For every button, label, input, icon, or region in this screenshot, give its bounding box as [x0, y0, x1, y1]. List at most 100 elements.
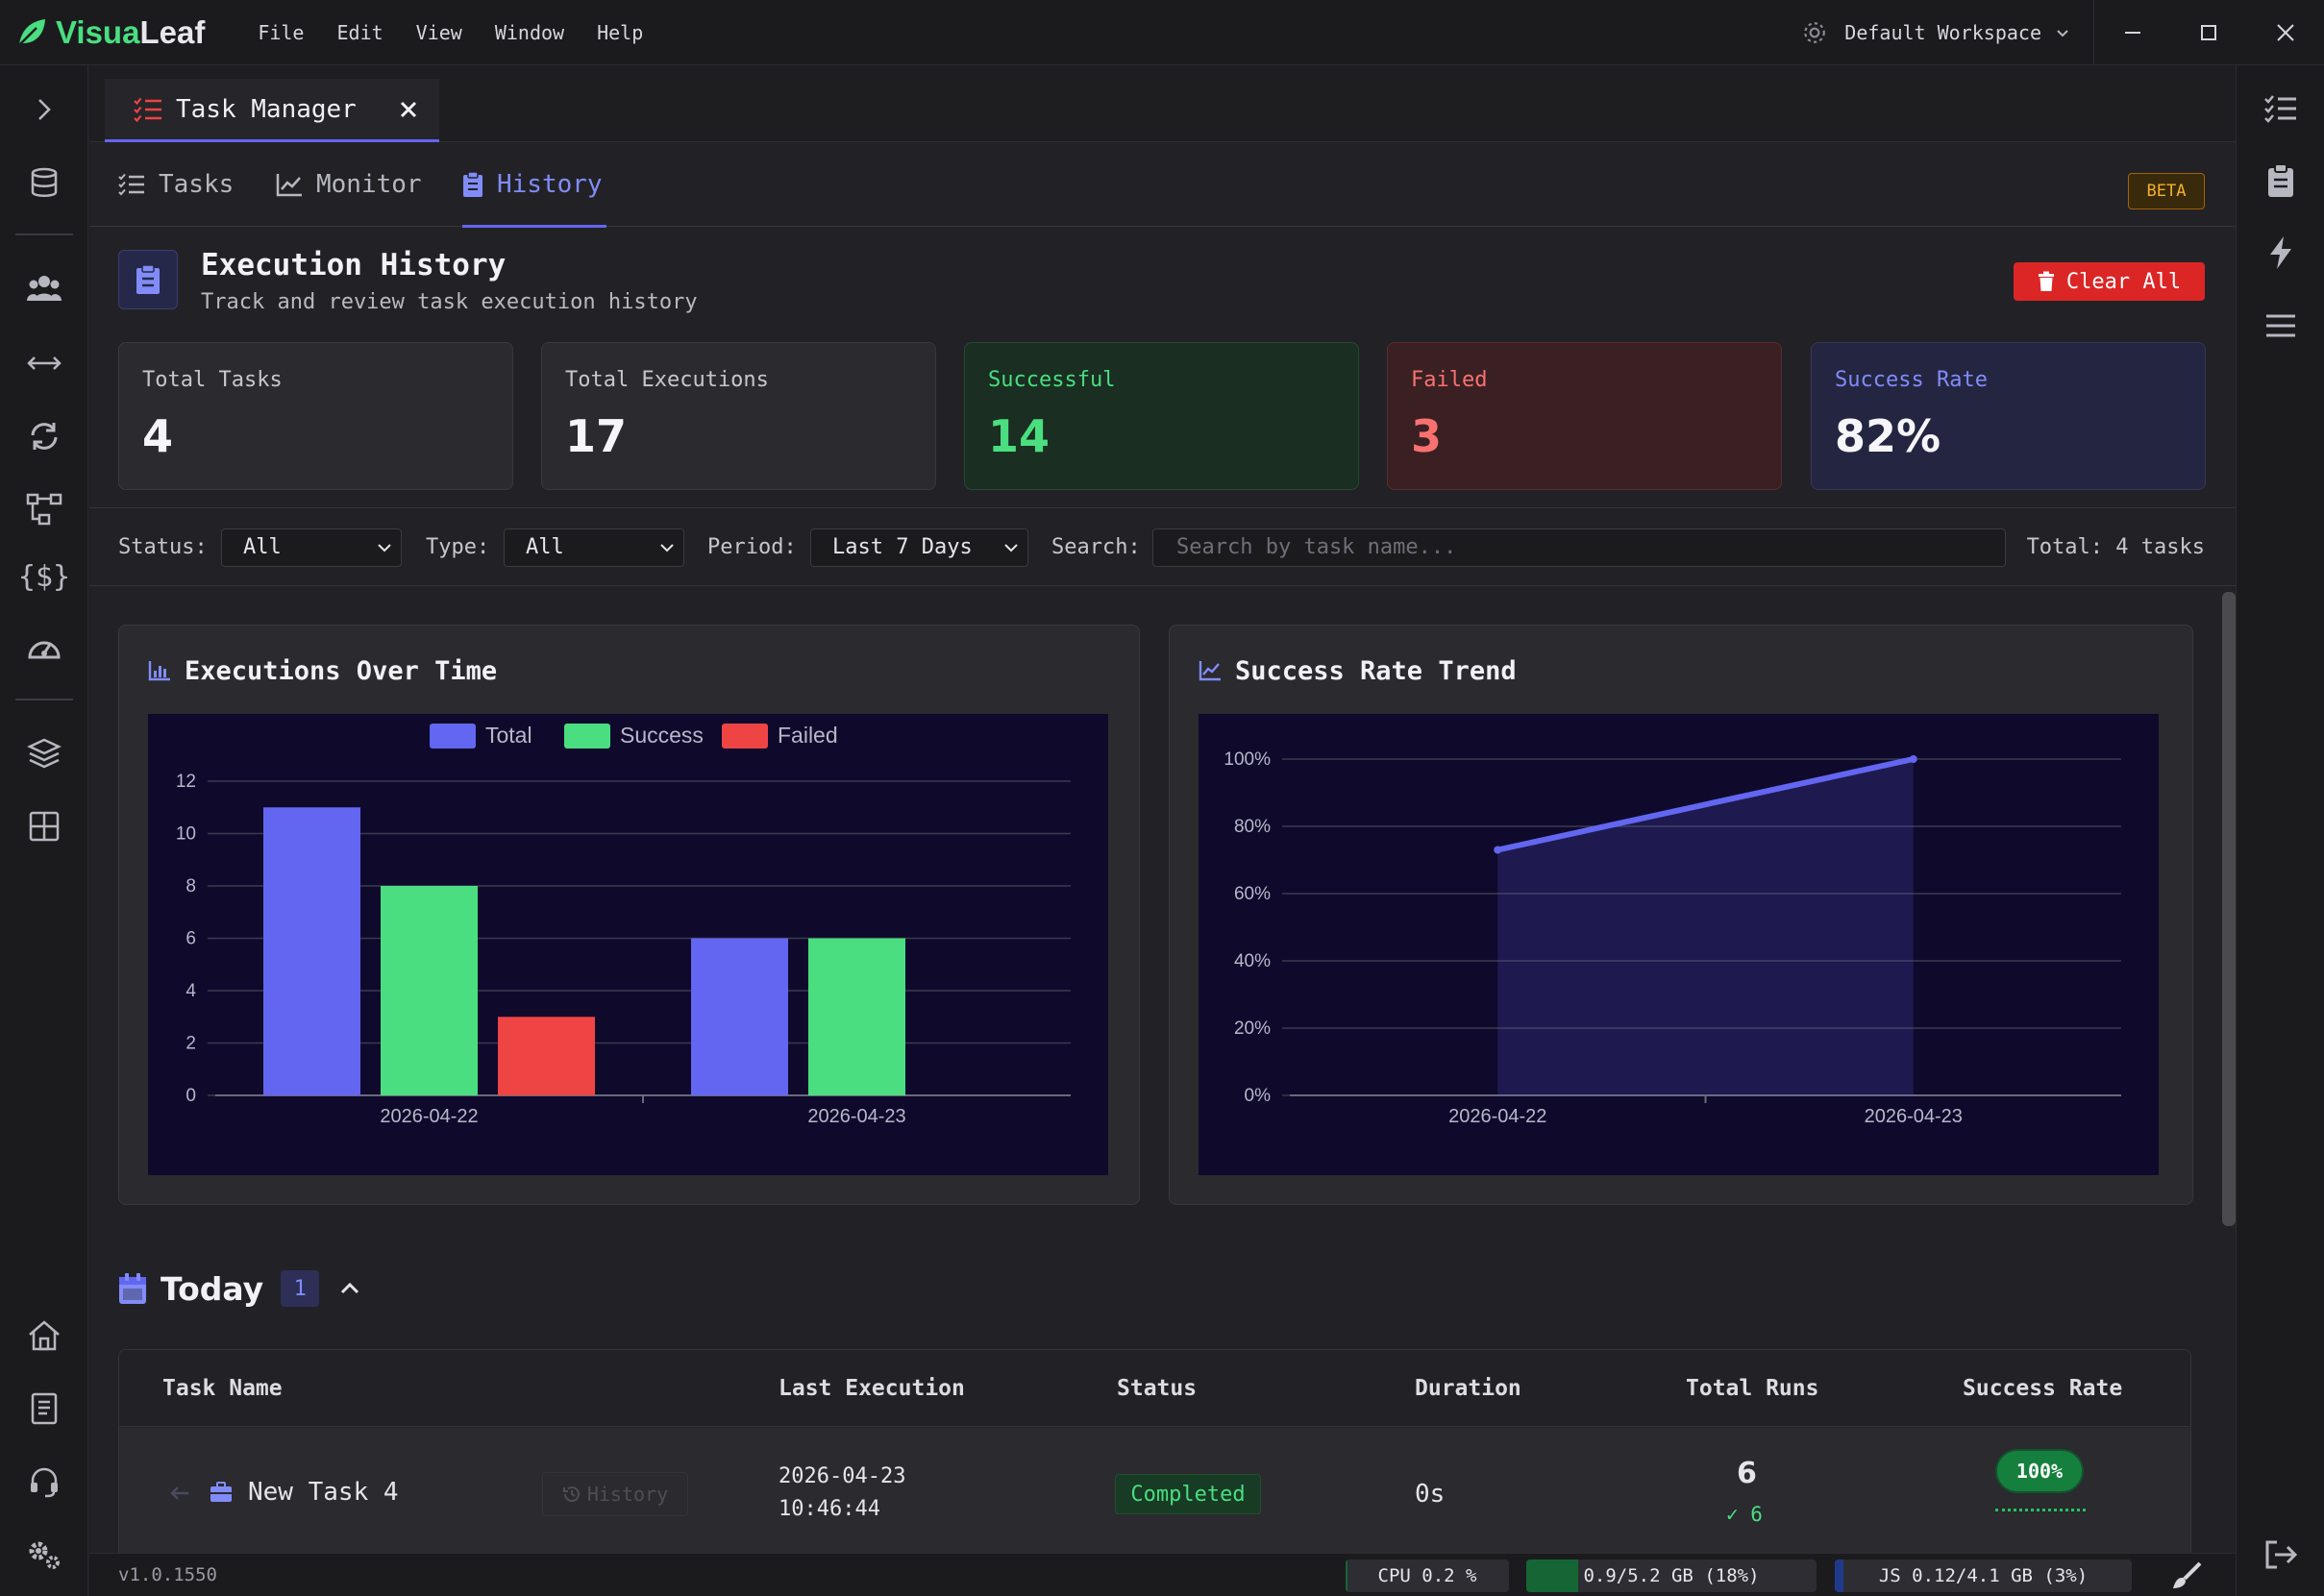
stat-value: 14: [988, 410, 1051, 462]
brush-icon[interactable]: [2171, 1561, 2202, 1590]
type-filter-select[interactable]: All: [504, 528, 684, 567]
subtab-monitor[interactable]: Monitor: [276, 142, 422, 227]
bar-success: [381, 886, 478, 1095]
variables-icon[interactable]: {$}: [17, 559, 71, 594]
close-tab-icon[interactable]: [399, 100, 418, 119]
bar-total: [263, 807, 360, 1095]
right-tool-bar: [2236, 65, 2324, 1596]
status-filter-value: All: [243, 535, 282, 559]
x-tick-label: 2026-04-23: [1865, 1106, 1963, 1127]
clipboard-icon: [463, 171, 482, 197]
menu-view[interactable]: View: [415, 20, 462, 44]
subtab-monitor-label: Monitor: [316, 170, 422, 199]
database-icon[interactable]: [25, 163, 63, 202]
col-task-name[interactable]: Task Name: [162, 1376, 283, 1401]
history-table: Task Name Last Execution Status Duration…: [118, 1349, 2191, 1553]
y-tick-label: 40%: [1234, 951, 1271, 971]
sync-icon[interactable]: [25, 417, 63, 455]
home-icon[interactable]: [25, 1316, 63, 1355]
close-window-button[interactable]: [2247, 0, 2324, 65]
js-heap-usage-label: JS 0.12/4.1 GB (3%): [1878, 1565, 2089, 1586]
col-status[interactable]: Status: [1117, 1376, 1198, 1401]
workflow-icon[interactable]: [25, 490, 63, 528]
success-runs-value: ✓ 6: [1726, 1503, 1763, 1526]
menu-file[interactable]: File: [258, 20, 305, 44]
chevron-down-icon[interactable]: [2055, 25, 2070, 40]
legend-label-failed: Failed: [778, 723, 838, 748]
history-button[interactable]: History: [542, 1472, 688, 1516]
menu-window[interactable]: Window: [494, 20, 565, 44]
main-area: Task Manager Tasks Monitor History BETA …: [89, 65, 2236, 1553]
arrows-horizontal-icon[interactable]: [25, 344, 63, 382]
y-tick-label: 4: [185, 981, 196, 1001]
legend-swatch-success: [564, 724, 610, 749]
workspace-selector[interactable]: Default Workspace: [1844, 21, 2041, 44]
leaf-icon: [18, 18, 45, 46]
stat-label: Total Tasks: [142, 368, 283, 392]
page-subtitle: Track and review task execution history: [201, 290, 698, 314]
line-chart: 0% 20% 40% 60% 80% 100% 2026-04-22 2026-04-23: [1224, 749, 2121, 1127]
js-heap-usage: JS 0.12/4.1 GB (3%): [1835, 1559, 2132, 1592]
gear-icon[interactable]: [1802, 20, 1827, 45]
clipboard-icon[interactable]: [2262, 161, 2300, 200]
x-tick-label: 2026-04-22: [1448, 1106, 1546, 1127]
memory-usage: 0.9/5.2 GB (18%): [1526, 1559, 1817, 1592]
settings-gears-icon[interactable]: [25, 1535, 63, 1574]
success-rate-badge: 100%: [1995, 1449, 2084, 1493]
col-duration[interactable]: Duration: [1415, 1376, 1521, 1401]
menu-lines-icon[interactable]: [2262, 307, 2300, 345]
stat-total-executions: Total Executions 17: [541, 342, 936, 490]
clear-all-button[interactable]: Clear All: [2014, 262, 2205, 301]
col-last-execution[interactable]: Last Execution: [779, 1376, 965, 1401]
users-icon[interactable]: [25, 269, 63, 307]
chevron-down-icon: [660, 544, 674, 552]
type-filter-label: Type:: [426, 535, 490, 559]
legend-label-total: Total: [485, 723, 532, 748]
history-icon: [562, 1486, 580, 1503]
lightning-icon[interactable]: [2262, 233, 2300, 272]
chart-title: Success Rate Trend: [1235, 656, 1517, 686]
type-filter-value: All: [526, 535, 564, 559]
vertical-scrollbar[interactable]: [2222, 592, 2236, 1226]
col-total-runs[interactable]: Total Runs: [1686, 1376, 1819, 1401]
maximize-button[interactable]: [2170, 0, 2247, 65]
close-icon: [2277, 24, 2294, 41]
total-runs-value: 6: [1737, 1457, 1757, 1490]
menu-help[interactable]: Help: [597, 20, 644, 44]
layers-icon[interactable]: [25, 734, 63, 773]
headset-icon[interactable]: [25, 1462, 63, 1501]
dashboard-gauge-icon[interactable]: [25, 626, 63, 665]
y-tick-label: 10: [176, 824, 196, 845]
task-name[interactable]: New Task 4: [248, 1478, 399, 1507]
x-tick-label: 2026-04-23: [807, 1106, 905, 1127]
status-badge: Completed: [1115, 1474, 1261, 1514]
col-success-rate[interactable]: Success Rate: [1963, 1376, 2123, 1401]
period-filter-label: Period:: [707, 535, 797, 559]
y-tick-label: 20%: [1234, 1019, 1271, 1039]
arrow-left-icon[interactable]: [169, 1484, 190, 1503]
chart-title: Executions Over Time: [185, 656, 498, 686]
chevron-down-icon: [378, 544, 391, 552]
y-tick-label: 6: [185, 929, 196, 949]
stat-value: 17: [565, 410, 628, 462]
app-name: VisuaLeaf: [56, 14, 205, 51]
logout-icon[interactable]: [2262, 1535, 2300, 1574]
expand-sidebar-icon[interactable]: [25, 90, 63, 129]
tab-task-manager[interactable]: Task Manager: [105, 79, 439, 142]
page-title: Execution History: [201, 248, 507, 282]
status-filter-select[interactable]: All: [221, 528, 402, 567]
subtab-history[interactable]: History: [462, 142, 606, 228]
menu-edit[interactable]: Edit: [336, 20, 383, 44]
subtab-tasks[interactable]: Tasks: [118, 142, 234, 227]
success-rate-chart-card: Success Rate Trend 0% 20% 40% 60% 80% 100% 202…: [1169, 625, 2193, 1205]
book-icon[interactable]: [25, 1389, 63, 1428]
y-tick-label: 100%: [1224, 749, 1271, 770]
task-list-icon[interactable]: [2262, 89, 2300, 128]
grid-icon[interactable]: [25, 807, 63, 846]
table-row[interactable]: New Task 4 History 2026-04-23 10:46:44 C…: [119, 1428, 2190, 1553]
period-filter-select[interactable]: Last 7 Days: [810, 528, 1028, 567]
stat-value: 4: [142, 410, 174, 462]
search-input[interactable]: Search by task name...: [1152, 528, 2006, 567]
minimize-button[interactable]: [2093, 0, 2170, 65]
chevron-up-icon[interactable]: [338, 1279, 361, 1298]
